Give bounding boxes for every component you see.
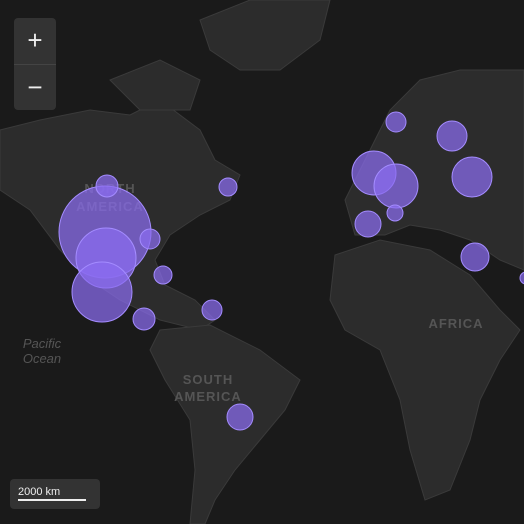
zoom-in[interactable]: + xyxy=(27,25,43,55)
zoom-out[interactable]: − xyxy=(14,64,56,111)
region-label: AFRICA xyxy=(428,316,483,331)
bubble[interactable] xyxy=(201,299,223,321)
bubble[interactable] xyxy=(451,156,493,198)
bubble[interactable] xyxy=(132,307,156,331)
bubble[interactable] xyxy=(519,271,524,285)
bubble[interactable] xyxy=(218,177,238,197)
ocean-label: Pacific xyxy=(23,336,62,351)
bubble[interactable] xyxy=(386,204,404,222)
scale-bar: 2000 km xyxy=(10,479,100,509)
bubble[interactable] xyxy=(226,403,254,431)
bubble[interactable] xyxy=(436,120,468,152)
bubble[interactable] xyxy=(385,111,407,133)
zoom-control: + − xyxy=(14,18,56,110)
scale-line xyxy=(18,499,86,501)
bubble[interactable] xyxy=(373,163,419,209)
bubble[interactable] xyxy=(71,261,133,323)
bubbles xyxy=(58,111,524,431)
bubble[interactable] xyxy=(95,174,119,198)
bubble[interactable] xyxy=(139,228,161,250)
region-label: AMERICA xyxy=(174,389,242,404)
region-label: SOUTH xyxy=(183,372,234,387)
bubble[interactable] xyxy=(354,210,382,238)
bubble[interactable] xyxy=(460,242,490,272)
ocean-label: Ocean xyxy=(23,351,61,366)
scale-label: 2000 km xyxy=(18,486,61,498)
bubble[interactable] xyxy=(153,265,173,285)
